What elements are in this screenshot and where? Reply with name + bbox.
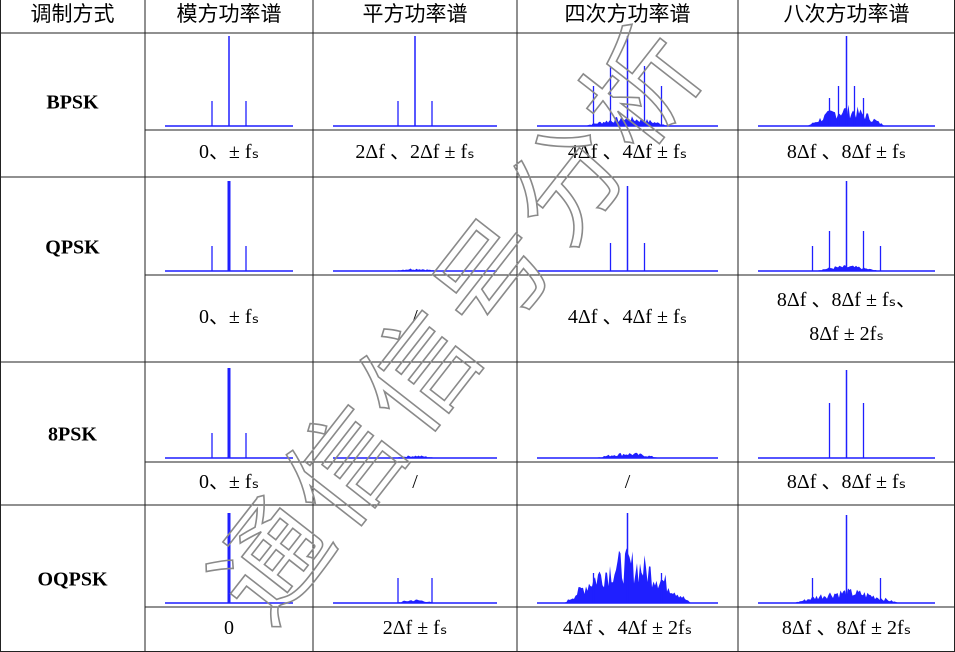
feature: 2Δf 、2Δf ± fₛ — [355, 141, 474, 163]
header-cell: 模方功率谱 — [177, 2, 282, 26]
feature: / — [625, 471, 631, 493]
feature: 2Δf ± fₛ — [383, 617, 448, 639]
feature: 4Δf 、4Δf ± fₛ — [568, 141, 687, 163]
feature: / — [412, 471, 418, 493]
header-cell: 八次方功率谱 — [784, 2, 910, 26]
feature: / — [412, 306, 418, 328]
header-cell: 平方功率谱 — [363, 2, 468, 26]
spectrum-noise — [395, 599, 435, 603]
feature: 4Δf 、4Δf ± fₛ — [568, 306, 687, 328]
modulation: BPSK — [46, 92, 99, 114]
spectrum-noise — [593, 452, 662, 458]
feature: 0、± fₛ — [199, 141, 259, 163]
feature: 8Δf 、8Δf ± 2fₛ — [782, 617, 911, 639]
feature: 0 — [224, 617, 234, 639]
modulation: 8PSK — [48, 424, 97, 446]
spectrum-noise — [391, 268, 439, 271]
spectra — [165, 36, 935, 604]
feature: 4Δf 、4Δf ± 2fₛ — [563, 617, 692, 639]
feature: 8Δf 、8Δf ± fₛ、 — [777, 289, 916, 311]
header-cell: 调制方式 — [31, 2, 115, 26]
feature: 8Δf 、8Δf ± fₛ — [787, 471, 906, 493]
cells: 调制方式 模方功率谱 平方功率谱 四次方功率谱 八次方功率谱 BPSK 0、± fₛ 2Δf … — [31, 2, 917, 639]
modulation: QPSK — [45, 237, 100, 259]
spectrum-noise — [792, 588, 901, 603]
feature: 0、± fₛ — [199, 306, 259, 328]
spectrum-noise — [393, 455, 437, 458]
modulation: OQPSK — [37, 569, 107, 591]
feature: 0、± fₛ — [199, 471, 259, 493]
feature: 8Δf 、8Δf ± fₛ — [787, 141, 906, 163]
header-cell: 四次方功率谱 — [565, 2, 691, 26]
feature: 8Δf ± 2fₛ — [809, 323, 884, 345]
